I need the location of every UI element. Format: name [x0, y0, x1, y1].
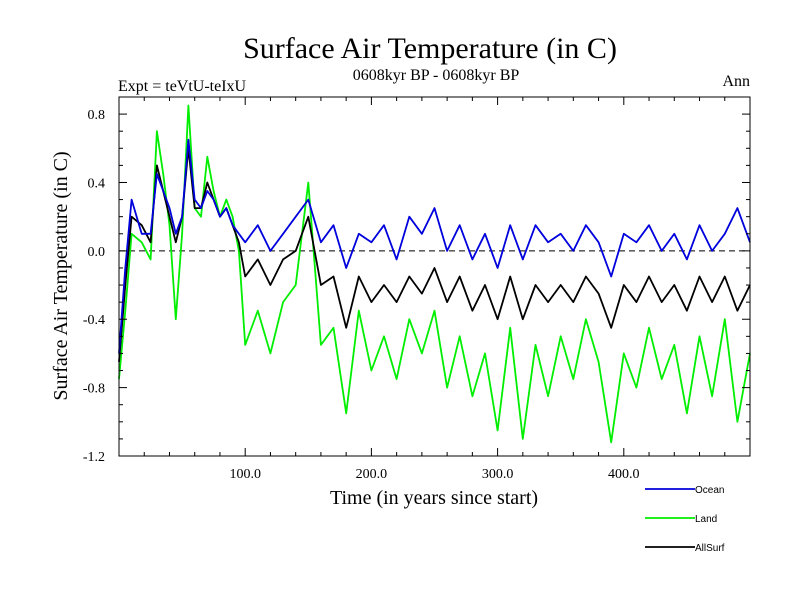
y-tick-label: -1.2 — [83, 450, 105, 465]
legend-label-land: Land — [695, 514, 717, 525]
x-tick-label: 100.0 — [229, 467, 261, 482]
plot-frame — [118, 96, 751, 457]
experiment-label: Expt = teVtU-teIxU — [118, 78, 247, 95]
chart-subtitle: 0608kyr BP - 0608kyr BP — [353, 67, 520, 84]
y-axis-label: Surface Air Temperature (in C) — [50, 151, 72, 400]
y-tick-label: 0.4 — [88, 176, 106, 191]
series-line-land — [118, 104, 751, 444]
y-tick-label: 0.8 — [88, 108, 106, 123]
legend-label-allsurf: AllSurf — [695, 543, 725, 554]
series-line-allsurf — [118, 147, 751, 363]
season-label: Ann — [722, 73, 750, 90]
x-tick-label: 400.0 — [608, 467, 640, 482]
x-axis-label: Time (in years since start) — [330, 487, 538, 509]
y-axis: 0.8 0.4 0.0 -0.4 -0.8 -1.2 — [83, 108, 750, 465]
y-tick-label: 0.0 — [88, 245, 106, 260]
y-tick-label: -0.8 — [83, 382, 105, 397]
x-tick-label: 200.0 — [356, 467, 388, 482]
chart-title: Surface Air Temperature (in C) — [243, 32, 617, 65]
x-tick-label: 300.0 — [482, 467, 514, 482]
plot-area — [118, 104, 751, 444]
series-line-ocean — [118, 138, 751, 354]
legend-label-ocean: Ocean — [695, 485, 724, 496]
x-axis: 100.0 200.0 300.0 400.0 — [143, 97, 726, 482]
y-tick-label: -0.4 — [83, 313, 105, 328]
legend: Ocean Land AllSurf — [645, 485, 725, 554]
